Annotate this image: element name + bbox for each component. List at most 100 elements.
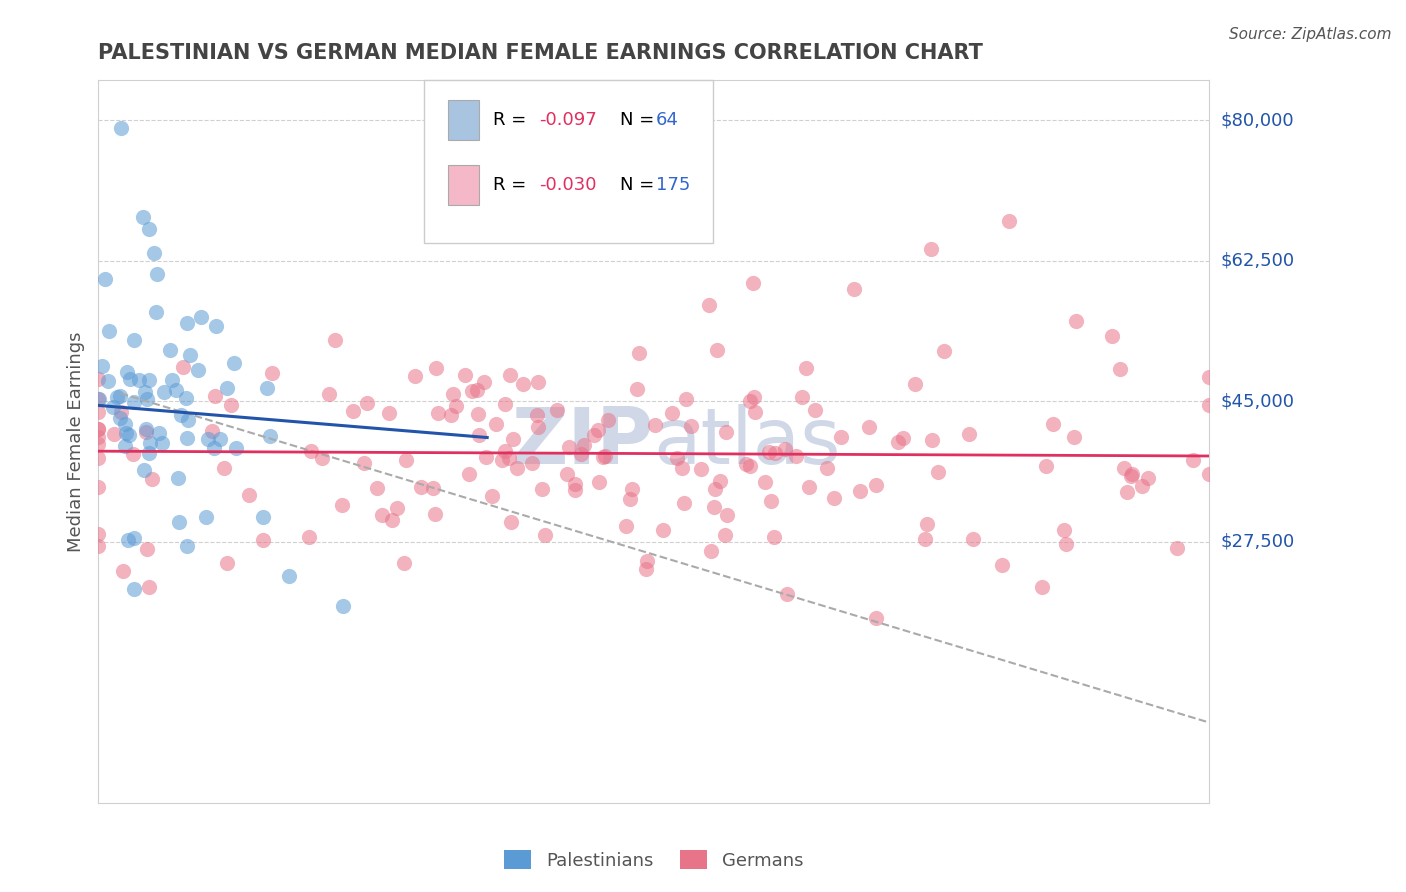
Point <box>915 516 938 531</box>
Point <box>174 391 197 405</box>
Point <box>1112 461 1135 475</box>
Point <box>105 390 128 404</box>
Point <box>491 453 513 467</box>
Point <box>499 368 522 382</box>
Point <box>200 424 222 438</box>
Point <box>1101 328 1123 343</box>
Point <box>796 361 818 376</box>
Point <box>665 450 688 465</box>
Point <box>176 431 198 445</box>
Point <box>738 394 761 409</box>
Point <box>1198 467 1220 482</box>
Point <box>332 599 354 614</box>
Point <box>118 428 141 442</box>
Point <box>690 462 713 476</box>
Text: -0.097: -0.097 <box>540 111 598 129</box>
Point <box>512 377 534 392</box>
Point <box>120 372 142 386</box>
Point <box>135 392 157 406</box>
Point <box>472 375 495 389</box>
Point <box>619 491 641 506</box>
Point <box>366 481 388 495</box>
Point <box>531 482 554 496</box>
Point <box>714 528 737 542</box>
Point <box>342 403 364 417</box>
Point <box>194 510 217 524</box>
Point <box>454 368 477 382</box>
Point <box>141 472 163 486</box>
Point <box>122 395 145 409</box>
Point <box>260 366 283 380</box>
Point <box>1109 362 1132 376</box>
Point <box>101 400 124 414</box>
Point <box>914 532 936 546</box>
Point <box>222 356 245 370</box>
Point <box>815 460 838 475</box>
Point <box>1136 471 1159 485</box>
Point <box>494 396 516 410</box>
Point <box>1054 537 1077 551</box>
Point <box>842 282 865 296</box>
Point <box>823 491 845 505</box>
Point <box>627 346 650 360</box>
Point <box>93 272 115 286</box>
Point <box>962 533 984 547</box>
Point <box>502 432 524 446</box>
Point <box>763 446 786 460</box>
Point <box>830 430 852 444</box>
Point <box>858 420 880 434</box>
Point <box>1130 478 1153 492</box>
Point <box>652 523 675 537</box>
Point <box>526 408 548 422</box>
Point <box>741 277 763 291</box>
Point <box>425 360 447 375</box>
Text: R =: R = <box>492 111 526 129</box>
Text: $45,000: $45,000 <box>1220 392 1295 410</box>
Point <box>385 501 408 516</box>
Text: -0.030: -0.030 <box>540 176 598 194</box>
Point <box>904 377 927 392</box>
Point <box>110 121 132 136</box>
Point <box>744 404 766 418</box>
Point <box>204 388 226 402</box>
Point <box>467 407 489 421</box>
Point <box>440 409 463 423</box>
Point <box>758 445 780 459</box>
Text: 64: 64 <box>657 111 679 129</box>
Point <box>740 458 762 473</box>
Point <box>534 528 557 542</box>
Point <box>150 436 173 450</box>
Point <box>700 543 723 558</box>
Point <box>87 480 110 494</box>
Point <box>159 343 181 357</box>
Point <box>298 530 321 544</box>
Point <box>138 374 160 388</box>
Point <box>187 363 209 377</box>
Point <box>703 483 725 497</box>
Point <box>1198 370 1220 384</box>
Point <box>225 441 247 455</box>
Point <box>112 565 135 579</box>
Point <box>172 360 194 375</box>
Point <box>252 510 274 524</box>
Point <box>122 333 145 347</box>
Point <box>716 425 738 439</box>
Point <box>256 381 278 395</box>
Point <box>166 383 188 397</box>
Point <box>546 403 568 417</box>
Point <box>621 483 644 497</box>
Text: $62,500: $62,500 <box>1220 252 1295 270</box>
Point <box>87 422 110 436</box>
Point <box>555 467 578 482</box>
Point <box>1053 523 1076 537</box>
Point <box>176 316 198 330</box>
Point <box>990 558 1012 572</box>
Point <box>139 436 162 450</box>
Text: Source: ZipAtlas.com: Source: ZipAtlas.com <box>1229 27 1392 42</box>
Point <box>865 478 887 492</box>
Text: N =: N = <box>620 111 655 129</box>
Point <box>1198 398 1220 412</box>
Point <box>887 434 910 449</box>
Point <box>114 417 136 431</box>
Text: $27,500: $27,500 <box>1220 533 1295 551</box>
